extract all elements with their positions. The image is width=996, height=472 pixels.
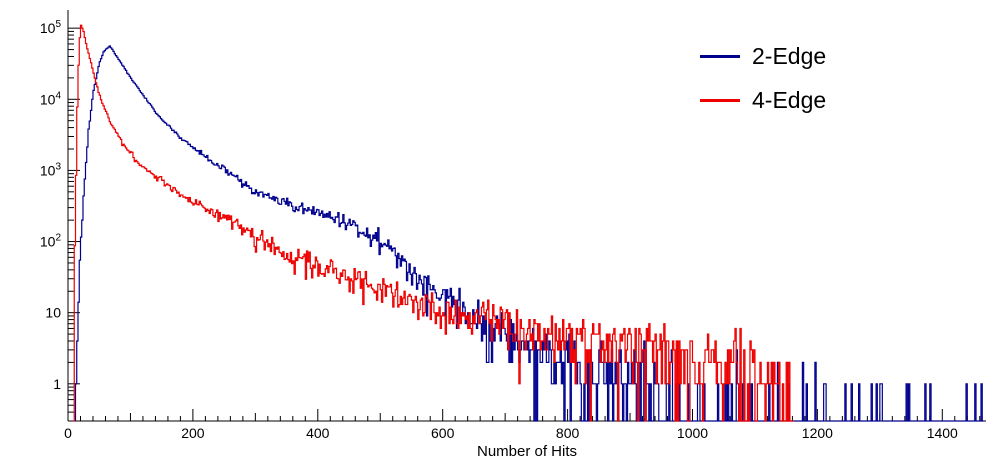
svg-text:0: 0 <box>64 425 72 441</box>
legend: 2-Edge 4-Edge <box>700 42 826 114</box>
legend-label-2edge: 2-Edge <box>752 42 827 69</box>
legend-line-sample-4edge <box>700 98 740 102</box>
legend-entry-4edge: 4-Edge <box>700 86 826 114</box>
svg-text:200: 200 <box>181 425 205 441</box>
svg-text:105: 105 <box>40 19 62 36</box>
svg-text:104: 104 <box>40 90 62 107</box>
svg-text:1000: 1000 <box>677 425 708 441</box>
svg-text:1: 1 <box>53 376 61 392</box>
svg-text:1200: 1200 <box>802 425 833 441</box>
legend-line-sample-2edge <box>700 54 740 58</box>
x-axis-title: Number of Hits <box>476 443 578 460</box>
svg-text:102: 102 <box>40 233 62 250</box>
svg-text:103: 103 <box>40 161 62 178</box>
svg-text:1400: 1400 <box>927 425 958 441</box>
svg-text:600: 600 <box>431 425 455 441</box>
legend-entry-2edge: 2-Edge <box>700 42 826 70</box>
svg-text:800: 800 <box>556 425 580 441</box>
svg-text:10: 10 <box>45 305 61 321</box>
svg-text:400: 400 <box>306 425 330 441</box>
legend-label-4edge: 4-Edge <box>752 86 827 113</box>
